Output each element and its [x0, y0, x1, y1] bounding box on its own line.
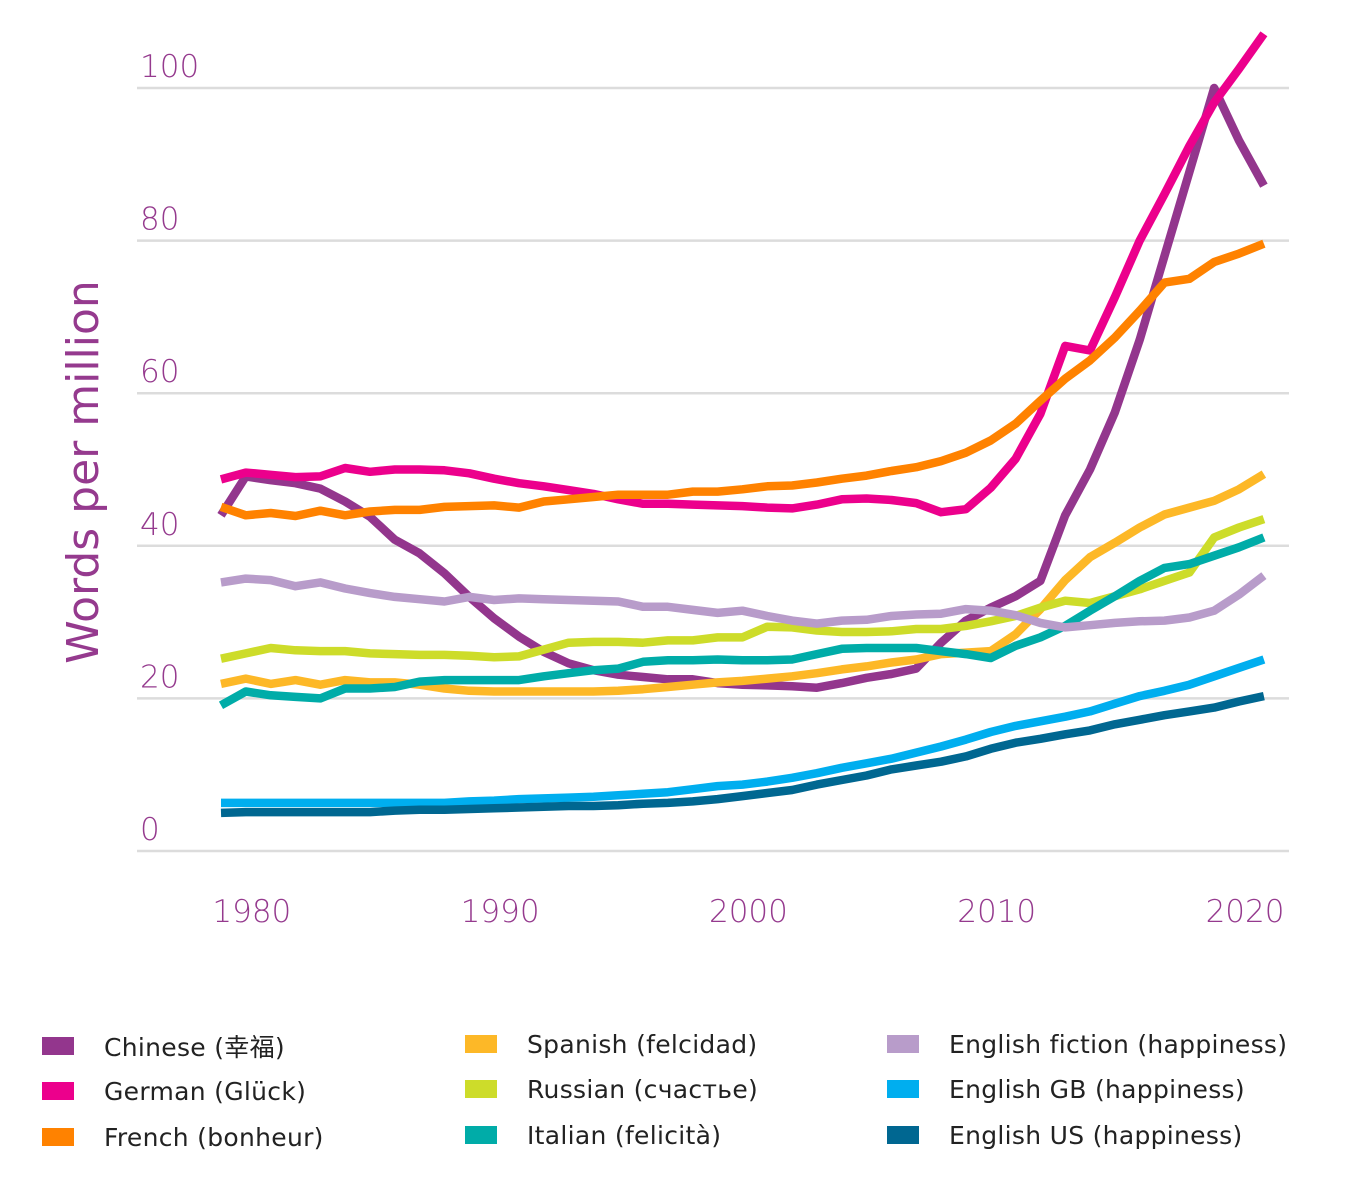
legend-swatch [42, 1128, 74, 1146]
x-tick-label: 2020 [1206, 894, 1285, 930]
y-tick-label: 60 [140, 354, 179, 390]
series-line-7 [221, 655, 1266, 808]
y-tick-label: 20 [140, 659, 179, 695]
legend-label: English GB (happiness) [949, 1074, 1245, 1104]
series-line-2 [219, 239, 1266, 521]
legend: Chinese (幸福) German (Glück) French (bonheu… [0, 1022, 1350, 1172]
legend-item: Spanish (felcidad) [465, 1024, 757, 1064]
legend-item: Russian (счастье) [465, 1069, 758, 1109]
line-chart: 0 20 40 60 80 100 1980 1990 2000 2010 2020 Words … [58, 31, 1289, 930]
x-tick-label: 2010 [957, 894, 1036, 930]
y-tick-label: 80 [140, 202, 179, 238]
legend-label: French (bonheur) [104, 1122, 324, 1152]
legend-label: Russian (счастье) [527, 1074, 759, 1104]
series-line-5 [218, 533, 1266, 710]
series-line-6 [220, 572, 1267, 632]
legend-swatch [465, 1126, 497, 1144]
legend-label: German (Glück) [104, 1076, 307, 1106]
legend-swatch [42, 1037, 74, 1055]
y-tick-labels: 0 20 40 60 80 100 [140, 49, 199, 848]
series-line-8 [220, 691, 1265, 818]
legend-item: Italian (felicità) [465, 1115, 721, 1155]
legend-label: Spanish (felcidad) [527, 1029, 758, 1059]
legend-swatch [887, 1035, 919, 1053]
series-line-3 [220, 470, 1267, 696]
y-tick-label: 100 [140, 49, 199, 85]
y-axis-label: Words per million [58, 280, 109, 664]
series-line-4 [220, 515, 1266, 663]
x-tick-labels: 1980 1990 2000 2010 2020 [212, 894, 1284, 930]
legend-label: English fiction (happiness) [949, 1029, 1288, 1059]
legend-item: English fiction (happiness) [887, 1024, 1287, 1064]
legend-swatch [465, 1080, 497, 1098]
legend-item: Chinese (幸福) [42, 1026, 285, 1066]
y-tick-label: 0 [140, 812, 160, 848]
legend-item: English US (happiness) [887, 1115, 1243, 1155]
legend-label: English US (happiness) [949, 1120, 1243, 1150]
x-tick-label: 1980 [212, 894, 291, 930]
gridlines [137, 86, 1289, 853]
legend-swatch [887, 1080, 919, 1098]
legend-label: Italian (felicità) [527, 1120, 722, 1150]
legend-item: French (bonheur) [42, 1117, 324, 1157]
x-tick-label: 2000 [709, 894, 788, 930]
series-lines [217, 31, 1268, 818]
legend-label: Chinese (幸福) [104, 1033, 285, 1062]
y-tick-label: 40 [140, 507, 179, 543]
legend-item: English GB (happiness) [887, 1069, 1245, 1109]
x-tick-label: 1990 [461, 894, 540, 930]
legend-swatch [42, 1082, 74, 1100]
legend-swatch [465, 1035, 497, 1053]
legend-swatch [887, 1126, 919, 1144]
legend-item: German (Glück) [42, 1071, 306, 1111]
series-line-1 [219, 31, 1268, 517]
